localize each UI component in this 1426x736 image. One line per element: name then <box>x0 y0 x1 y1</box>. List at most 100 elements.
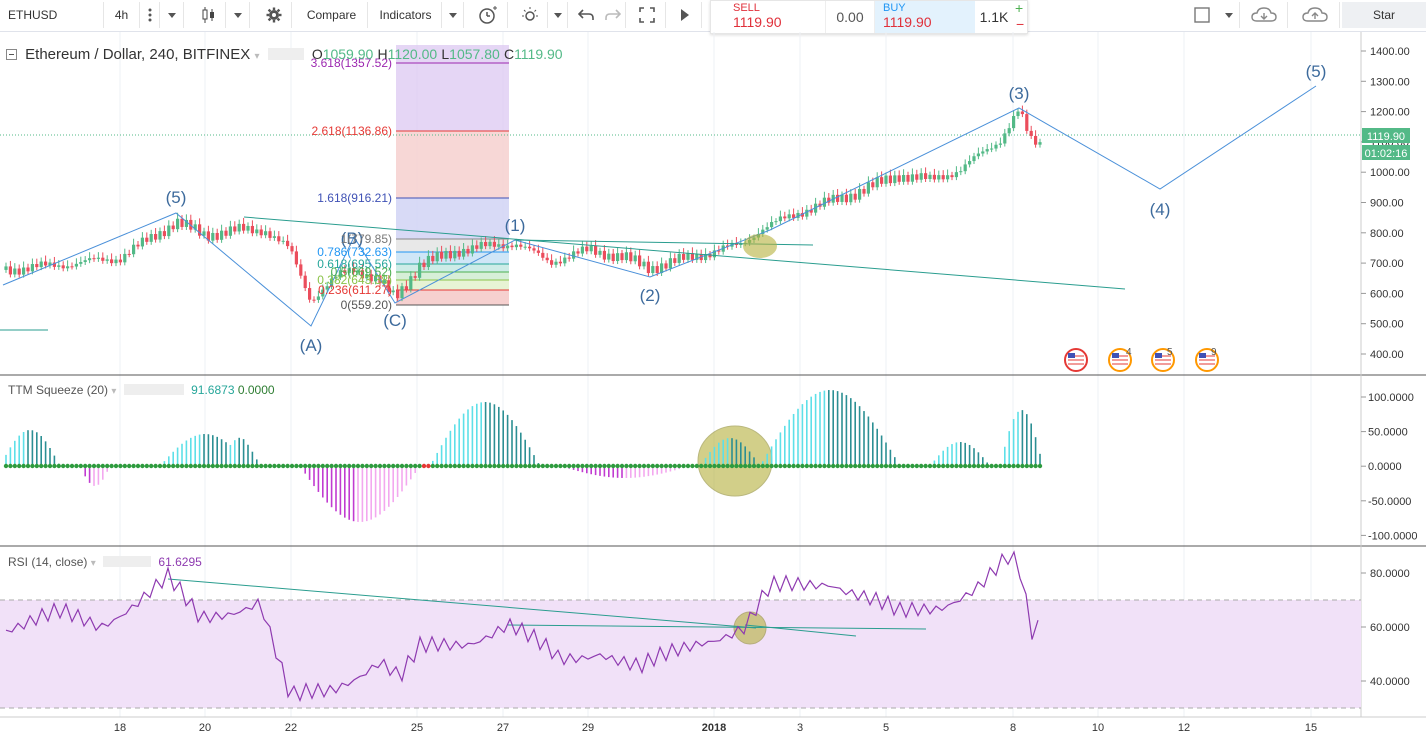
candle[interactable] <box>774 221 778 223</box>
candle[interactable] <box>1003 133 1007 144</box>
candle[interactable] <box>48 262 52 266</box>
layout-dropdown-icon[interactable] <box>1218 2 1240 28</box>
candle[interactable] <box>875 177 879 188</box>
candle[interactable] <box>853 193 857 200</box>
fullscreen-icon[interactable] <box>628 2 666 28</box>
candle[interactable] <box>761 229 765 234</box>
highlight-ellipse[interactable] <box>697 425 773 497</box>
wave-label[interactable]: (2) <box>640 286 661 305</box>
candle[interactable] <box>167 225 171 237</box>
ttm-legend-icons[interactable] <box>123 384 184 395</box>
candle[interactable] <box>400 286 404 299</box>
candle[interactable] <box>585 246 589 252</box>
candle[interactable] <box>849 193 853 203</box>
candle[interactable] <box>611 253 615 262</box>
candle[interactable] <box>30 264 34 272</box>
candle[interactable] <box>356 270 360 273</box>
candle[interactable] <box>92 258 96 260</box>
us-flag-event-icon[interactable] <box>1195 348 1219 372</box>
candle[interactable] <box>321 289 325 297</box>
indicators-dropdown-icon[interactable] <box>442 2 464 28</box>
candle[interactable] <box>61 265 65 269</box>
candle[interactable] <box>726 245 730 247</box>
candle[interactable] <box>787 214 791 219</box>
candle[interactable] <box>316 296 320 300</box>
candle[interactable] <box>352 268 356 273</box>
candle[interactable] <box>840 194 844 202</box>
candle[interactable] <box>708 254 712 258</box>
candle[interactable] <box>162 231 166 237</box>
candle[interactable] <box>528 246 532 249</box>
candle[interactable] <box>616 253 620 262</box>
redo-icon[interactable] <box>600 2 626 28</box>
alert-icon[interactable] <box>468 2 508 28</box>
candle[interactable] <box>866 182 870 194</box>
candle[interactable] <box>915 174 919 180</box>
candle[interactable] <box>198 224 202 236</box>
candle[interactable] <box>360 270 364 279</box>
price-legend-icons[interactable] <box>267 48 304 60</box>
interval-dropdown-icon[interactable] <box>160 2 184 28</box>
candle[interactable] <box>347 268 351 274</box>
candle[interactable] <box>981 151 985 154</box>
rsi-dropdown-icon[interactable]: ▾ <box>90 558 96 569</box>
candle[interactable] <box>519 244 523 247</box>
candle[interactable] <box>418 262 422 278</box>
candle[interactable] <box>523 246 527 248</box>
candle[interactable] <box>110 259 114 264</box>
candle[interactable] <box>184 219 188 227</box>
candle[interactable] <box>862 188 866 194</box>
candle[interactable] <box>338 270 342 278</box>
legend-dropdown-icon[interactable]: ▾ <box>254 51 260 62</box>
candle[interactable] <box>972 156 976 162</box>
candle[interactable] <box>682 253 686 260</box>
chart-canvas[interactable]: (5) (A) (B) (C) (1) (2) (3) (4) (5) 3.618(1357.5… <box>0 32 1426 736</box>
candle[interactable] <box>312 299 316 301</box>
candle[interactable] <box>686 253 690 260</box>
candle[interactable] <box>215 232 219 240</box>
candle[interactable] <box>778 216 782 222</box>
candle[interactable] <box>532 248 536 251</box>
candle[interactable] <box>448 251 452 259</box>
candle[interactable] <box>567 257 571 259</box>
candle[interactable] <box>88 258 92 261</box>
candle[interactable] <box>660 263 664 274</box>
candle[interactable] <box>880 177 884 184</box>
candle[interactable] <box>404 286 408 290</box>
wave-label[interactable]: (5) <box>1306 62 1327 81</box>
candle[interactable] <box>171 225 175 230</box>
candle[interactable] <box>963 164 967 172</box>
candle[interactable] <box>123 253 127 263</box>
layout-square-icon[interactable] <box>1186 2 1218 28</box>
candle[interactable] <box>554 261 558 265</box>
candle[interactable] <box>594 245 598 255</box>
candle[interactable] <box>638 255 642 267</box>
us-flag-event-icon[interactable] <box>1064 348 1088 372</box>
candle[interactable] <box>514 244 518 248</box>
candle[interactable] <box>382 280 386 284</box>
candle[interactable] <box>695 254 699 260</box>
candle[interactable] <box>413 276 417 278</box>
candle[interactable] <box>22 267 26 275</box>
candle[interactable] <box>836 194 840 202</box>
candle[interactable] <box>580 246 584 254</box>
candle[interactable] <box>127 253 131 255</box>
candle[interactable] <box>79 262 83 264</box>
candle[interactable] <box>792 214 796 218</box>
chart-area[interactable]: (5) (A) (B) (C) (1) (2) (3) (4) (5) 3.618(1357.5… <box>0 32 1426 736</box>
minus-icon[interactable]: − <box>1016 16 1025 32</box>
wave-label[interactable]: (4) <box>1150 200 1171 219</box>
candle[interactable] <box>237 223 241 232</box>
candle[interactable] <box>440 251 444 259</box>
candle[interactable] <box>268 231 272 238</box>
candle[interactable] <box>66 266 70 269</box>
candles-chart-type-icon[interactable] <box>190 2 226 28</box>
play-icon[interactable] <box>668 2 702 28</box>
candle[interactable] <box>1020 111 1024 115</box>
candle[interactable] <box>968 161 972 165</box>
gear-icon[interactable] <box>256 2 292 28</box>
economic-events[interactable]: 4 5 9 <box>1064 347 1219 372</box>
candle[interactable] <box>26 267 30 272</box>
candle[interactable] <box>906 174 910 182</box>
candle[interactable] <box>919 173 923 180</box>
